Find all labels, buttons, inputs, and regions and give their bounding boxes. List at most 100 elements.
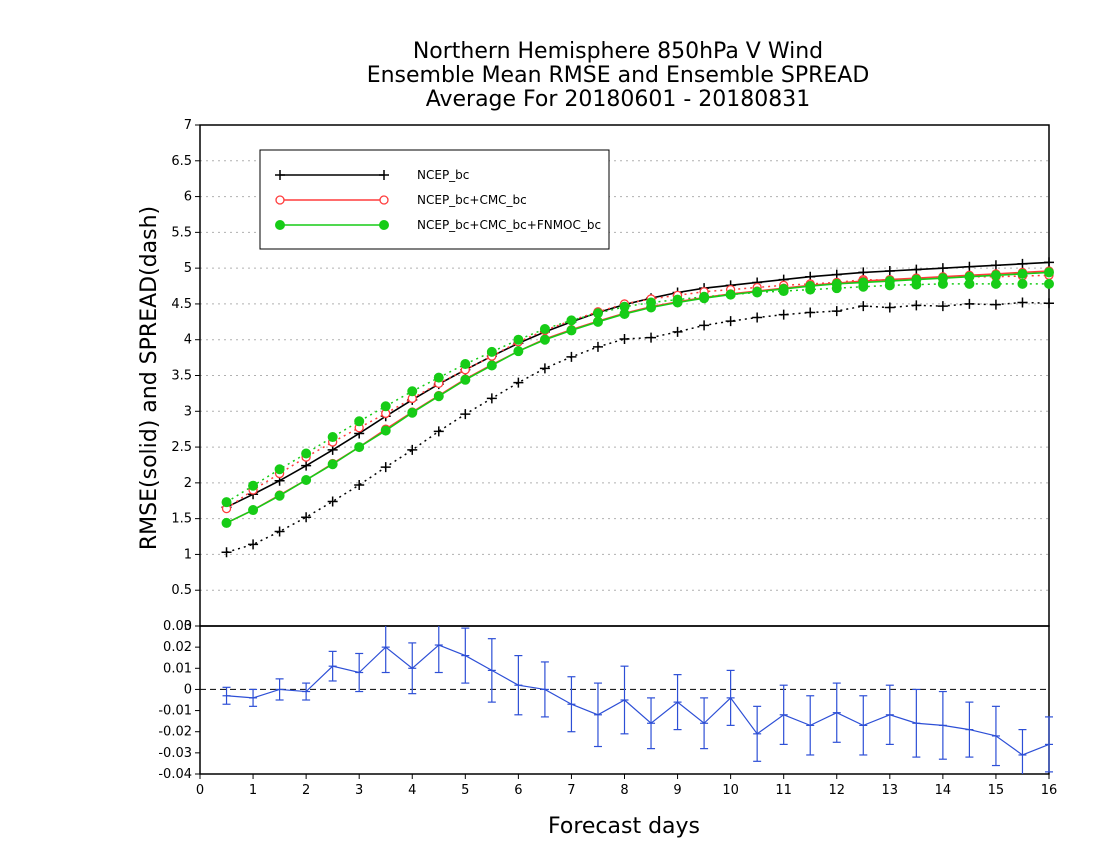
rmse-point — [858, 277, 869, 288]
rmse-point — [752, 286, 763, 297]
rmse-point — [964, 261, 975, 272]
diff-y-tick-label: 0.02 — [163, 640, 192, 655]
x-tick-label: 13 — [882, 783, 899, 798]
rmse-point — [937, 273, 948, 284]
x-tick-label: 6 — [514, 783, 522, 798]
rmse-point — [301, 460, 312, 471]
x-tick-label: 7 — [567, 783, 575, 798]
y-tick-label: 6.5 — [171, 154, 192, 169]
rmse-point — [990, 270, 1001, 281]
y-tick-label: 4 — [184, 333, 192, 348]
spread-point — [513, 334, 524, 345]
error-bar — [593, 682, 602, 748]
error-bar — [885, 684, 894, 746]
y-tick-label: 2.5 — [171, 440, 192, 455]
x-axis-title: Forecast days — [548, 814, 700, 839]
rmse-point — [990, 260, 1001, 271]
spread-point — [407, 444, 418, 455]
x-tick-label: 0 — [196, 783, 204, 798]
diff-y-tick-label: -0.03 — [158, 746, 192, 761]
spread-point — [354, 416, 365, 427]
rmse-line — [226, 271, 1050, 524]
error-bar — [726, 669, 735, 726]
spread-point — [884, 302, 895, 313]
rmse-point — [539, 334, 550, 345]
diff-y-tick-label: 0.03 — [163, 619, 192, 634]
spread-point — [646, 332, 657, 343]
spread-point — [1017, 297, 1028, 308]
y-tick-label: 1.5 — [171, 512, 192, 527]
rmse-point — [274, 490, 285, 501]
rmse-point — [884, 276, 895, 287]
spread-point — [964, 298, 975, 309]
spread-point — [486, 393, 497, 404]
rmse-point — [1017, 268, 1028, 279]
rmse-point — [433, 391, 444, 402]
rmse-point — [831, 278, 842, 289]
diff-y-tick-label: 0 — [184, 682, 192, 697]
rmse-point — [672, 297, 683, 308]
spread-point — [327, 432, 338, 443]
rmse-point — [221, 517, 232, 528]
spread-point — [990, 278, 1001, 289]
rmse-point — [1017, 258, 1028, 269]
error-bar — [514, 654, 523, 716]
rmse-line — [226, 261, 1050, 508]
spread-point — [354, 480, 365, 491]
spread-point — [911, 300, 922, 311]
legend-marker — [379, 170, 389, 180]
rmse-point — [646, 302, 657, 313]
difference-panel: 0.03 0.02 0.01 0 -0.01 -0.02 -0.03 -0.04 — [158, 619, 1053, 782]
series-NCEP_bc+CMC_bc — [221, 266, 1054, 528]
y-tick-label: 4.5 — [171, 297, 192, 312]
y-tick-label: 5 — [184, 261, 192, 276]
legend-label: NCEP_bc+CMC_bc — [417, 193, 527, 207]
spread-point — [592, 341, 603, 352]
spread-point — [672, 326, 683, 337]
diff-y-tick-label: -0.02 — [158, 725, 192, 740]
error-bar — [912, 688, 921, 758]
x-tick-label: 11 — [775, 783, 792, 798]
rmse-point — [937, 263, 948, 274]
rmse-point — [699, 293, 710, 304]
legend-marker — [379, 195, 389, 205]
title-line-2: Ensemble Mean RMSE and Ensemble SPREAD — [367, 63, 870, 88]
error-bar — [567, 676, 576, 733]
rmse-point — [513, 346, 524, 357]
spread-point — [699, 320, 710, 331]
diff-y-tick-label: 0.01 — [163, 661, 192, 676]
error-bar — [408, 642, 417, 695]
spread-point — [805, 307, 816, 318]
y-tick-label: 5.5 — [171, 225, 192, 240]
error-bar — [991, 705, 1000, 767]
rmse-point — [380, 425, 391, 436]
y-tick-label: 1 — [184, 547, 192, 562]
spread-point — [327, 496, 338, 507]
difference-line — [226, 644, 1050, 756]
legend: NCEP_bc NCEP_bc+CMC_bc NCEP_bc+CMC_bc+FNMO… — [259, 149, 610, 250]
rmse-point — [592, 316, 603, 327]
spread-point — [380, 401, 391, 412]
spread-point — [778, 309, 789, 320]
spread-point — [248, 480, 259, 491]
legend-label: NCEP_bc — [417, 168, 469, 182]
x-tick-label: 9 — [673, 783, 681, 798]
error-bar — [859, 695, 868, 756]
spread-point — [1044, 298, 1054, 309]
error-bar — [434, 626, 443, 674]
error-bar — [302, 682, 311, 701]
title-line-1: Northern Hemisphere 850hPa V Wind — [413, 39, 823, 64]
x-tick-label: 1 — [249, 783, 257, 798]
rmse-point — [911, 264, 922, 275]
x-tick-label: 4 — [408, 783, 416, 798]
rmse-point — [460, 374, 471, 385]
error-bar — [249, 688, 258, 707]
error-bar — [328, 650, 337, 682]
rmse-point — [725, 289, 736, 300]
x-tick-label: 3 — [355, 783, 363, 798]
legend-marker — [275, 195, 285, 205]
error-bar — [647, 697, 656, 750]
error-bar — [700, 697, 709, 750]
spread-point — [831, 306, 842, 317]
